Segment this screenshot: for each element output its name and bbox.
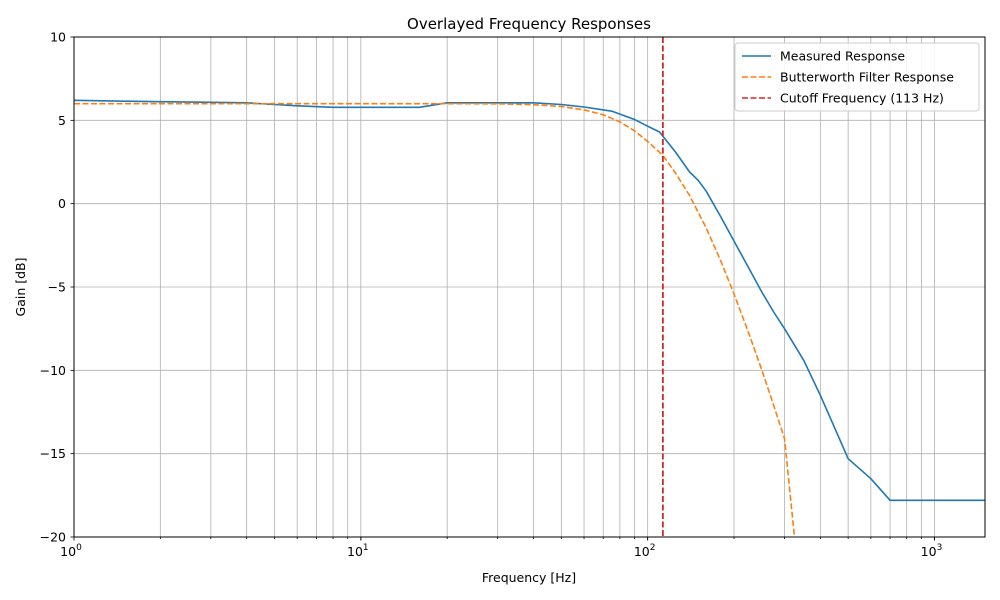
x-tick-label: 101 (347, 543, 369, 559)
x-axis-ticks: 100 101 102 103 (60, 537, 942, 559)
chart-title: Overlayed Frequency Responses (407, 15, 651, 33)
y-tick-label: −10 (40, 363, 66, 378)
y-axis-label: Gain [dB] (13, 258, 28, 317)
series-line-1 (74, 99, 985, 502)
y-tick-label: 5 (58, 113, 66, 128)
x-tick-label: 100 (60, 543, 82, 559)
y-tick-label: 10 (50, 30, 66, 45)
y-tick-label: −20 (40, 530, 66, 545)
x-tick-label: 102 (634, 543, 656, 559)
x-tick-label: 103 (921, 543, 943, 559)
legend: Measured Response Butterworth Filter Resp… (734, 42, 980, 112)
y-axis-ticks: 10 5 0 −5 −10 −15 −20 (40, 30, 74, 545)
legend-label: Cutoff Frequency (113 Hz) (780, 91, 944, 106)
legend-label: Measured Response (780, 49, 905, 64)
y-tick-label: 0 (58, 196, 66, 211)
y-tick-label: −5 (48, 280, 66, 295)
legend-box (734, 42, 980, 112)
series-lines (74, 37, 985, 537)
series-line-2 (74, 102, 796, 537)
y-tick-label: −15 (40, 446, 66, 461)
grid-lines (74, 36, 985, 538)
legend-label: Butterworth Filter Response (780, 70, 954, 85)
x-axis-label: Frequency [Hz] (482, 570, 576, 585)
